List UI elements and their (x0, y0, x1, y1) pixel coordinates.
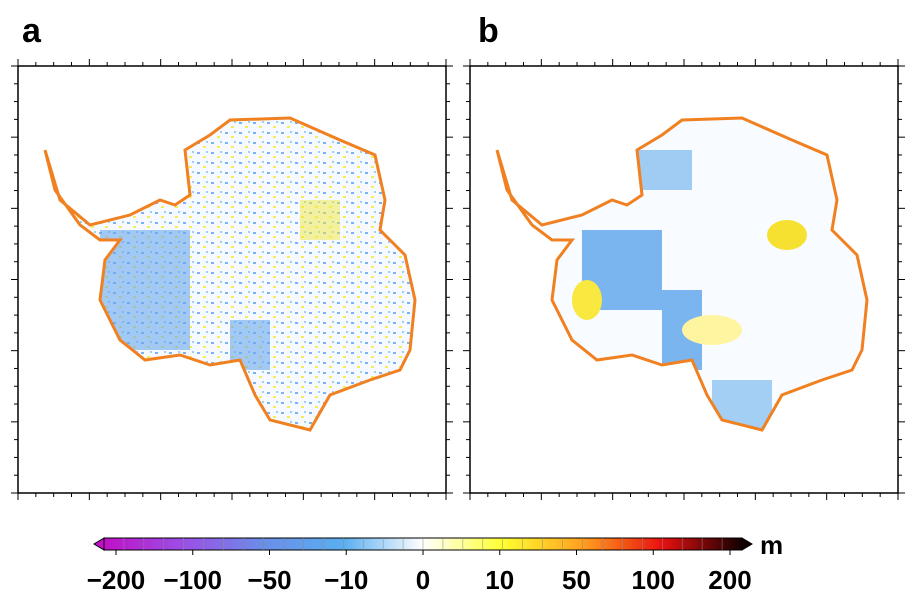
colorbar-tick-label: 100 (632, 565, 675, 595)
colorbar-arrow (93, 537, 105, 551)
colorbar-tick-label: −10 (324, 565, 368, 595)
colorbar-tick-label: −200 (87, 565, 146, 595)
colorbar-tick-label: 0 (416, 565, 430, 595)
colorbar-tick-label: −50 (247, 565, 291, 595)
colorbar-tick-label: −100 (163, 565, 222, 595)
colorbar-tick-label: 200 (708, 565, 751, 595)
colorbar: −200 −100 −50 −10 0 10 50 100 200 (87, 537, 753, 595)
map-b (469, 65, 899, 494)
colorbar-arrow (741, 537, 753, 551)
colorbar-tick-label: 50 (562, 565, 591, 595)
panel-label: a (22, 12, 42, 50)
colorbar-tick-label: 10 (485, 565, 514, 595)
frame-ticks (11, 59, 905, 500)
panel-label: b (478, 12, 499, 50)
colorbar-unit: m (760, 530, 783, 560)
map-a (17, 65, 447, 494)
